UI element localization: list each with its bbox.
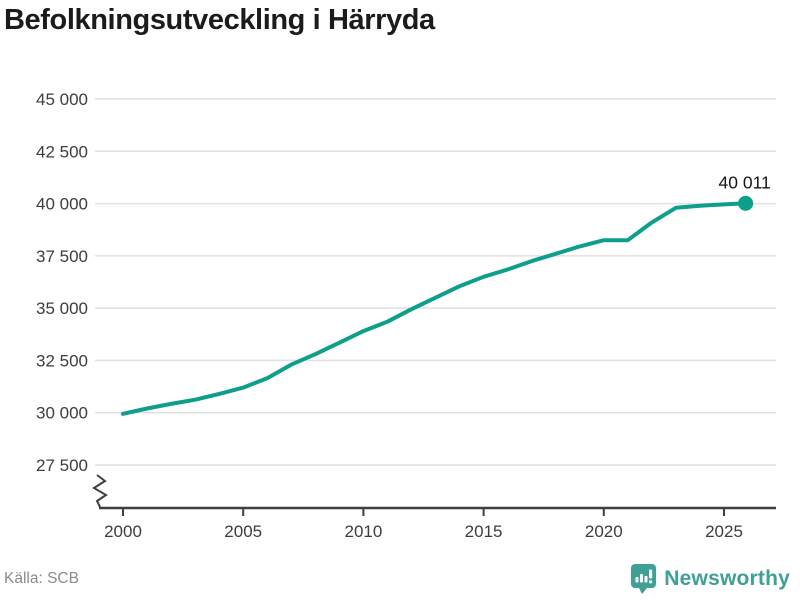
y-axis-tick-label: 35 000 <box>36 299 88 318</box>
population-line <box>121 201 748 416</box>
end-point-dot <box>738 195 754 211</box>
source-label: Källa: SCB <box>4 569 79 587</box>
x-axis-tick-label: 2015 <box>465 522 503 541</box>
y-axis-break-icon <box>92 474 108 508</box>
y-axis-tick-label: 27 500 <box>36 456 88 475</box>
x-axis-tick-label: 2020 <box>585 522 623 541</box>
y-axis-tick-label: 40 000 <box>36 195 88 214</box>
line-chart: 45 000 42 500 40 000 37 500 35 000 32 500 30 0… <box>36 90 776 541</box>
x-axis-tick-label: 2000 <box>104 522 142 541</box>
y-axis-tick-label: 32 500 <box>36 351 88 370</box>
x-axis-tick-label: 2010 <box>344 522 382 541</box>
x-axis-tick-label: 2025 <box>705 522 743 541</box>
y-axis-tick-label: 37 500 <box>36 247 88 266</box>
end-point-value-label: 40 011 <box>719 172 771 192</box>
newsworthy-wordmark: Newsworthy <box>664 566 790 590</box>
chart-footer: Källa: SCB Newsworthy <box>4 563 790 594</box>
y-axis-tick-label: 45 000 <box>36 90 88 109</box>
x-axis-tick-label: 2005 <box>224 522 262 541</box>
newsworthy-bubble-icon <box>631 564 657 594</box>
chart-title: Befolkningsutveckling i Härryda <box>4 4 435 36</box>
y-axis-tick-label: 42 500 <box>36 142 88 161</box>
y-axis-tick-label: 30 000 <box>36 404 88 423</box>
newsworthy-logo[interactable]: Newsworthy <box>630 563 790 594</box>
